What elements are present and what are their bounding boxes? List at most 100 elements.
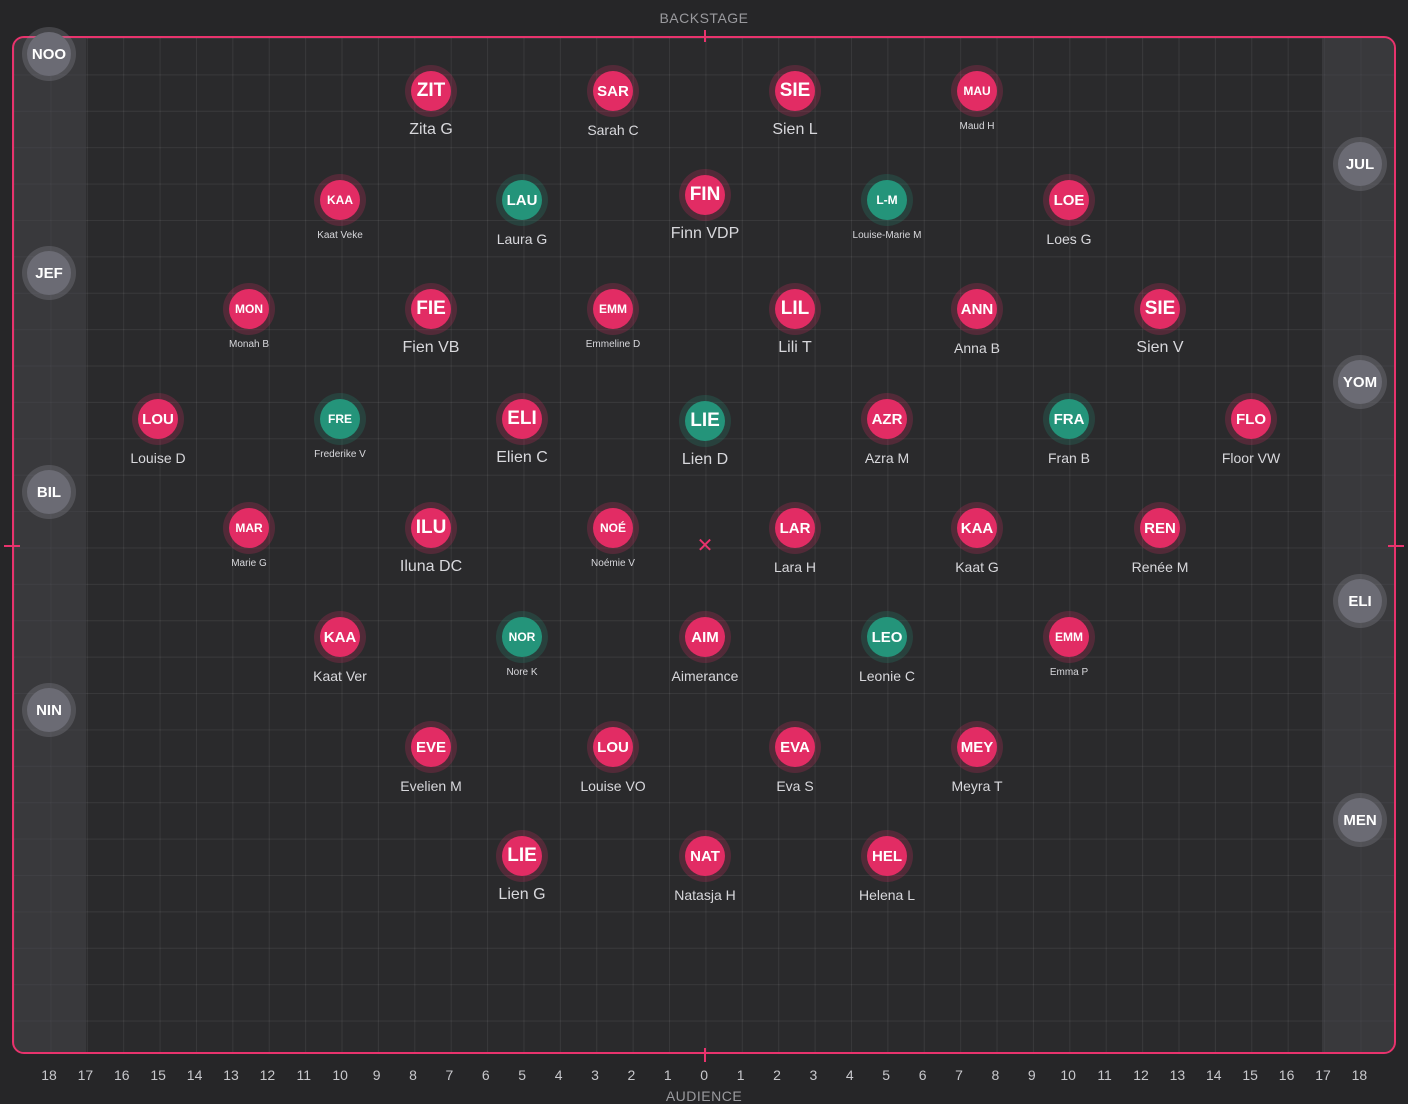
dancer-badge[interactable]: KAA	[320, 617, 360, 657]
dancer-badge[interactable]: HEL	[867, 836, 907, 876]
dancer-badge[interactable]: SAR	[593, 71, 633, 111]
dancer-badge[interactable]: NOÉ	[593, 508, 633, 548]
dancer-marker[interactable]: FIE Fien VB	[371, 289, 491, 356]
dancer-badge[interactable]: NOR	[502, 617, 542, 657]
dancer-marker[interactable]: FLO Floor VW	[1191, 399, 1311, 465]
dancer-marker[interactable]: LAR Lara H	[735, 508, 855, 574]
dancer-badge[interactable]: ANN	[957, 289, 997, 329]
dancer-marker[interactable]: ANN Anna B	[917, 289, 1037, 355]
dancer-badge[interactable]: EMM	[593, 289, 633, 329]
axis-number: 5	[518, 1067, 527, 1083]
dancer-badge[interactable]: FLO	[1231, 399, 1271, 439]
dancer-marker[interactable]: AZR Azra M	[827, 399, 947, 465]
dancer-marker[interactable]: MAU Maud H	[917, 71, 1037, 132]
dancer-badge[interactable]: EMM	[1049, 617, 1089, 657]
dancer-marker[interactable]: ZIT Zita G	[371, 71, 491, 138]
offstage-dancer[interactable]: MEN	[1300, 798, 1408, 851]
dancer-marker[interactable]: MON Monah B	[189, 289, 309, 350]
dancer-badge[interactable]: NIN	[27, 688, 71, 732]
dancer-badge[interactable]: LAU	[502, 180, 542, 220]
dancer-badge[interactable]: AIM	[685, 617, 725, 657]
dancer-marker[interactable]: EMM Emmeline D	[553, 289, 673, 350]
dancer-badge[interactable]: NOO	[27, 32, 71, 76]
dancer-marker[interactable]: MEY Meyra T	[917, 727, 1037, 793]
dancer-marker[interactable]: LIL Lili T	[735, 289, 855, 356]
dancer-marker[interactable]: LOE Loes G	[1009, 180, 1129, 246]
dancer-marker[interactable]: KAA Kaat Ver	[280, 617, 400, 683]
dancer-marker[interactable]: L-M Louise-Marie M	[827, 180, 947, 241]
dancer-marker[interactable]: LIE Lien G	[462, 836, 582, 903]
dancer-badge[interactable]: REN	[1140, 508, 1180, 548]
dancer-badge[interactable]: YOM	[1338, 360, 1382, 404]
dancer-badge[interactable]: ILU	[411, 508, 451, 548]
dancer-badge[interactable]: ELI	[502, 399, 542, 439]
dancer-badge[interactable]: LIE	[502, 836, 542, 876]
dancer-badge[interactable]: MEY	[957, 727, 997, 767]
dancer-badge[interactable]: SIE	[1140, 289, 1180, 329]
dancer-badge[interactable]: EVA	[775, 727, 815, 767]
dancer-badge[interactable]: ELI	[1338, 579, 1382, 623]
dancer-marker[interactable]: EVE Evelien M	[371, 727, 491, 793]
dancer-marker[interactable]: MAR Marie G	[189, 508, 309, 569]
dancer-marker[interactable]: SIE Sien L	[735, 71, 855, 138]
dancer-marker[interactable]: LOU Louise VO	[553, 727, 673, 793]
dancer-badge[interactable]: MON	[229, 289, 269, 329]
dancer-marker[interactable]: ELI Elien C	[462, 399, 582, 466]
dancer-badge[interactable]: L-M	[867, 180, 907, 220]
dancer-marker[interactable]: KAA Kaat Veke	[280, 180, 400, 241]
dancer-marker[interactable]: KAA Kaat G	[917, 508, 1037, 574]
dancer-badge[interactable]: JEF	[27, 251, 71, 295]
offstage-dancer[interactable]: JEF	[0, 251, 109, 304]
dancer-marker[interactable]: HEL Helena L	[827, 836, 947, 902]
dancer-badge[interactable]: MEN	[1338, 798, 1382, 842]
dancer-badge[interactable]: BIL	[27, 470, 71, 514]
dancer-badge[interactable]: FIN	[685, 175, 725, 215]
dancer-marker[interactable]: NAT Natasja H	[645, 836, 765, 902]
dancer-badge[interactable]: AZR	[867, 399, 907, 439]
dancer-badge[interactable]: EVE	[411, 727, 451, 767]
dancer-badge[interactable]: KAA	[957, 508, 997, 548]
dancer-badge[interactable]: MAU	[957, 71, 997, 111]
dancer-badge[interactable]: JUL	[1338, 142, 1382, 186]
dancer-badge[interactable]: KAA	[320, 180, 360, 220]
dancer-marker[interactable]: NOÉ Noémie V	[553, 508, 673, 569]
dancer-marker[interactable]: LEO Leonie C	[827, 617, 947, 683]
dancer-badge[interactable]: LOE	[1049, 180, 1089, 220]
dancer-badge[interactable]: FIE	[411, 289, 451, 329]
dancer-badge[interactable]: LIL	[775, 289, 815, 329]
dancer-marker[interactable]: FRA Fran B	[1009, 399, 1129, 465]
dancer-badge[interactable]: LAR	[775, 508, 815, 548]
dancer-marker[interactable]: ILU Iluna DC	[371, 508, 491, 575]
dancer-badge[interactable]: SIE	[775, 71, 815, 111]
dancer-marker[interactable]: LIE Lien D	[645, 401, 765, 468]
dancer-marker[interactable]: REN Renée M	[1100, 508, 1220, 574]
dancer-marker[interactable]: FIN Finn VDP	[645, 175, 765, 242]
dancer-badge[interactable]: MAR	[229, 508, 269, 548]
dancer-marker[interactable]: LOU Louise D	[98, 399, 218, 465]
offstage-dancer[interactable]: JUL	[1300, 142, 1408, 195]
dancer-badge[interactable]: ZIT	[411, 71, 451, 111]
offstage-dancer[interactable]: NOO	[0, 32, 109, 85]
axis-number: 6	[481, 1067, 490, 1083]
right-center-tick	[1388, 545, 1404, 547]
offstage-dancer[interactable]: YOM	[1300, 360, 1408, 413]
dancer-marker[interactable]: SAR Sarah C	[553, 71, 673, 137]
dancer-badge[interactable]: LOU	[138, 399, 178, 439]
dancer-marker[interactable]: FRE Frederike V	[280, 399, 400, 460]
dancer-marker[interactable]: NOR Nore K	[462, 617, 582, 678]
offstage-dancer[interactable]: NIN	[0, 688, 109, 741]
dancer-badge[interactable]: LOU	[593, 727, 633, 767]
offstage-dancer[interactable]: BIL	[0, 470, 109, 523]
dancer-badge[interactable]: FRE	[320, 399, 360, 439]
dancer-badge[interactable]: NAT	[685, 836, 725, 876]
dancer-marker[interactable]: AIM Aimerance	[645, 617, 765, 683]
dancer-badge[interactable]: FRA	[1049, 399, 1089, 439]
dancer-marker[interactable]: EMM Emma P	[1009, 617, 1129, 678]
dancer-marker[interactable]: LAU Laura G	[462, 180, 582, 246]
offstage-dancer[interactable]: ELI	[1300, 579, 1408, 632]
dancer-marker[interactable]: SIE Sien V	[1100, 289, 1220, 356]
dancer-badge[interactable]: LIE	[685, 401, 725, 441]
dancer-name: Louise VO	[580, 778, 646, 794]
dancer-marker[interactable]: EVA Eva S	[735, 727, 855, 793]
dancer-badge[interactable]: LEO	[867, 617, 907, 657]
